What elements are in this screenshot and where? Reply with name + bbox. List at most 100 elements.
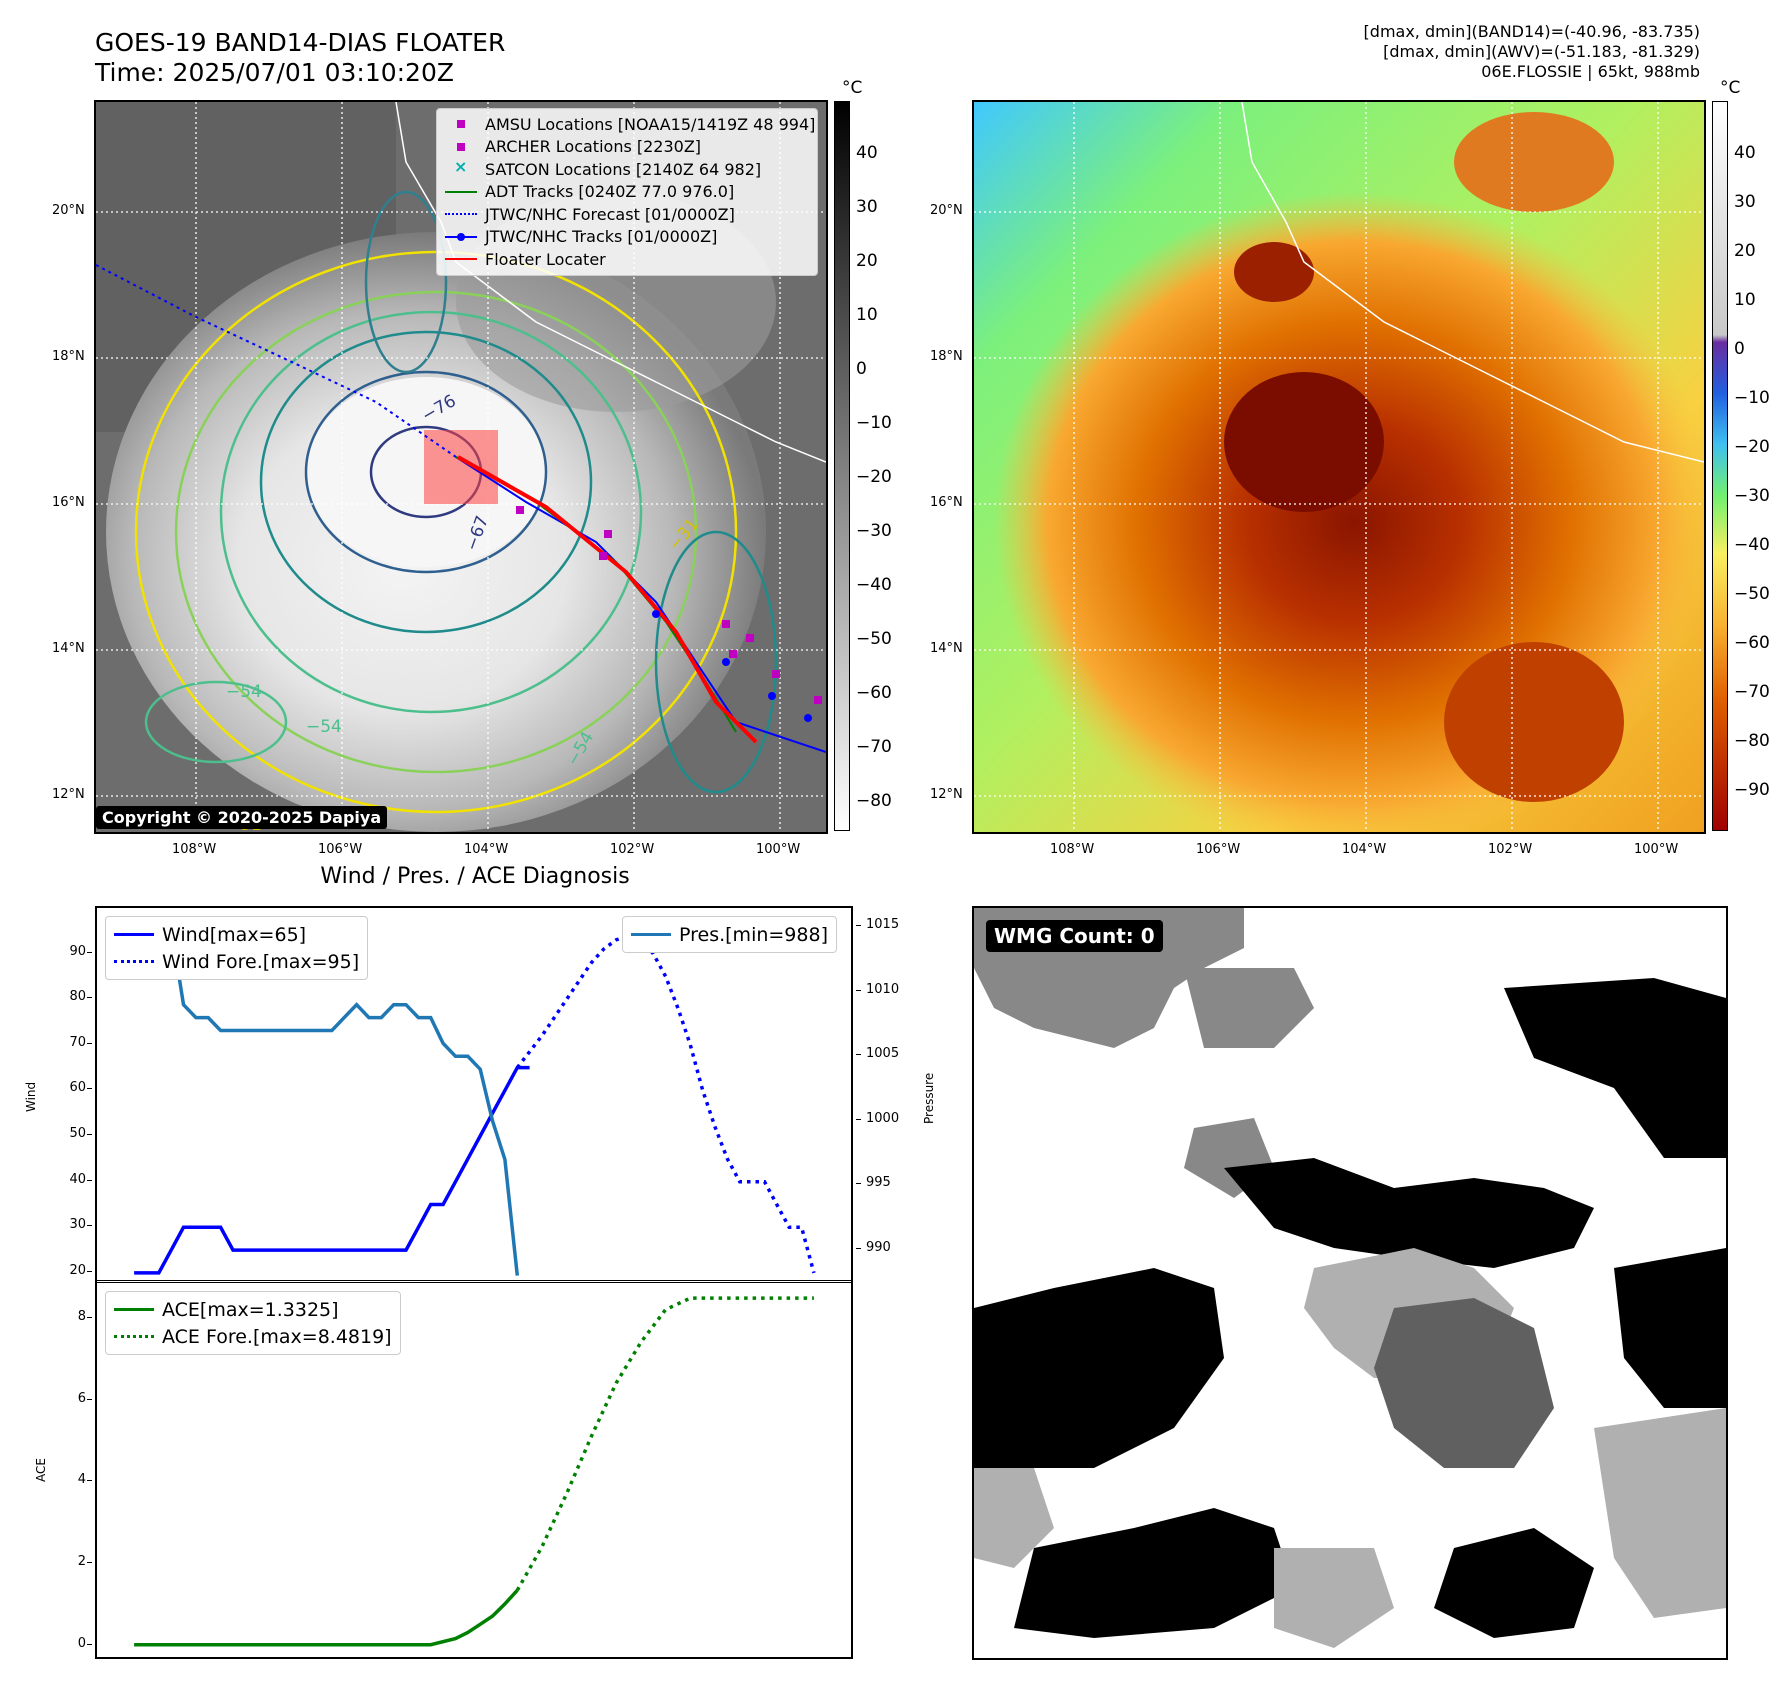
lon-label: 102°W [1488, 842, 1533, 857]
legend-item-wind: Wind[max=65] [114, 921, 359, 948]
contour-label: −54 [306, 717, 342, 737]
legend-item-satcon: × SATCON Locations [2140Z 64 982] [437, 157, 817, 181]
pressure-y-ticks: 990 995 1000 1005 1010 1015 [856, 906, 920, 1280]
red-line-icon [443, 250, 479, 268]
tick-mark [87, 1270, 92, 1272]
amsu-markers [516, 506, 822, 704]
awv-satellite-panel [972, 100, 1706, 834]
copyright-badge: Copyright © 2020-2025 Dapiya [96, 806, 388, 829]
awv-colorbar-ticks: 40 30 20 10 0 −10 −20 −30 −40 −50 −60 −7… [1734, 143, 1770, 800]
lon-label: 108°W [172, 842, 217, 857]
lat-label: 14°N [930, 641, 963, 656]
pressure-tick-label: 1005 [866, 1046, 900, 1062]
lon-label: 100°W [1634, 842, 1679, 857]
ir-colorbar-ticks: 40 30 20 10 0 −10 −20 −30 −40 −50 −60 −7… [856, 143, 892, 811]
contour-label: −54 [226, 682, 262, 702]
wind-y-ticks: 20 30 40 50 60 70 80 90 [44, 906, 92, 1280]
lon-label: 102°W [610, 842, 655, 857]
blue-dotted-line-icon [443, 205, 479, 223]
tick-mark [87, 1134, 92, 1136]
ace-tick-label: 4 [77, 1472, 86, 1488]
lat-label: 12°N [930, 787, 963, 802]
lat-label: 16°N [930, 495, 963, 510]
solid-line-icon [631, 933, 671, 936]
legend-item-pressure: Pres.[min=988] [631, 921, 828, 948]
pressure-axis-label: Pressure [922, 1072, 936, 1124]
tick-mark [856, 925, 861, 927]
legend-item-wind-forecast: Wind Fore.[max=95] [114, 948, 359, 975]
lat-label: 20°N [52, 203, 85, 218]
blue-line-dot-icon [443, 228, 479, 246]
lon-label: 106°W [318, 842, 363, 857]
ace-line [134, 1589, 519, 1647]
tick-mark [87, 1643, 92, 1645]
tick-mark [87, 1562, 92, 1563]
ace-forecast-line [515, 1296, 814, 1592]
cyan-x-icon: × [454, 157, 468, 177]
legend-item-tracks: JTWC/NHC Tracks [01/0000Z] [437, 226, 817, 249]
ace-svg [134, 1296, 814, 1647]
pressure-tick-label: 995 [866, 1175, 891, 1191]
legend-item-archer: ARCHER Locations [2230Z] [437, 136, 817, 159]
legend-item-ace-forecast: ACE Fore.[max=8.4819] [114, 1323, 392, 1350]
dotted-line-icon [114, 960, 154, 963]
wind-forecast-line [515, 933, 816, 1274]
magenta-square-icon [443, 115, 479, 133]
legend-item-ace: ACE[max=1.3325] [114, 1296, 392, 1323]
green-line-icon [443, 183, 479, 201]
figure-title-line2: Time: 2025/07/01 03:10:20Z [95, 58, 454, 87]
lat-label: 18°N [930, 349, 963, 364]
tick-mark [856, 1183, 861, 1185]
legend-item-floater: Floater Locater [437, 248, 817, 271]
lon-label: 108°W [1050, 842, 1095, 857]
tick-mark [87, 1316, 92, 1318]
awv-colorbar [1712, 101, 1728, 831]
pressure-tick-label: 1010 [866, 981, 900, 997]
ace-tick-label: 6 [77, 1390, 86, 1406]
wind-line [134, 1065, 530, 1275]
lon-label: 106°W [1196, 842, 1241, 857]
pressure-tick-label: 1015 [866, 917, 900, 933]
lat-label: 18°N [52, 349, 85, 364]
lat-label: 12°N [52, 787, 85, 802]
wmg-panel: WMG Count: 0 [972, 906, 1728, 1660]
wmg-count-badge: WMG Count: 0 [986, 920, 1163, 952]
track-legend: AMSU Locations [NOAA15/1419Z 48 994] ARC… [436, 108, 818, 276]
wind-tick-label: 20 [69, 1262, 86, 1278]
tick-mark [87, 1042, 92, 1044]
tick-mark [87, 951, 92, 953]
ace-legend: ACE[max=1.3325] ACE Fore.[max=8.4819] [105, 1291, 401, 1355]
colorbar-unit: °C [842, 78, 863, 98]
ir-satellite-panel: −76 −67 −54 −54 −54 −31 −31 AMSU Locatio… [94, 100, 828, 834]
tick-mark [856, 989, 861, 991]
wind-tick-label: 50 [69, 1126, 86, 1142]
ace-axis-label: ACE [34, 1458, 48, 1482]
pressure-line [134, 925, 520, 1276]
lon-label: 100°W [756, 842, 801, 857]
magenta-square-icon [443, 138, 479, 156]
legend-item-amsu: AMSU Locations [NOAA15/1419Z 48 994] [437, 113, 817, 136]
ace-plot: ACE[max=1.3325] ACE Fore.[max=8.4819] [95, 1280, 853, 1659]
wind-tick-label: 70 [69, 1034, 86, 1050]
wind-tick-label: 90 [69, 943, 86, 959]
tick-mark [87, 1179, 92, 1181]
diagnosis-title: Wind / Pres. / ACE Diagnosis [320, 864, 630, 889]
ace-tick-label: 2 [77, 1554, 86, 1569]
solid-line-icon [114, 933, 154, 936]
colorbar-unit: °C [1720, 78, 1741, 98]
tick-mark [87, 1480, 92, 1482]
tick-mark [856, 1118, 861, 1120]
info-line3: 06E.FLOSSIE | 65kt, 988mb [1481, 62, 1700, 81]
lon-label: 104°W [464, 842, 509, 857]
ir-colorbar [834, 101, 850, 831]
lat-label: 14°N [52, 641, 85, 656]
tick-mark [87, 1225, 92, 1227]
ace-y-ticks: 0 2 4 6 8 [44, 1280, 92, 1656]
tick-mark [87, 1088, 92, 1090]
solid-line-icon [114, 1308, 154, 1311]
legend-item-forecast: JTWC/NHC Forecast [01/0000Z] [437, 203, 817, 226]
lat-label: 20°N [930, 203, 963, 218]
wmg-image [974, 908, 1726, 1648]
wind-axis-label: Wind [24, 1081, 38, 1112]
tick-mark [87, 1398, 92, 1400]
